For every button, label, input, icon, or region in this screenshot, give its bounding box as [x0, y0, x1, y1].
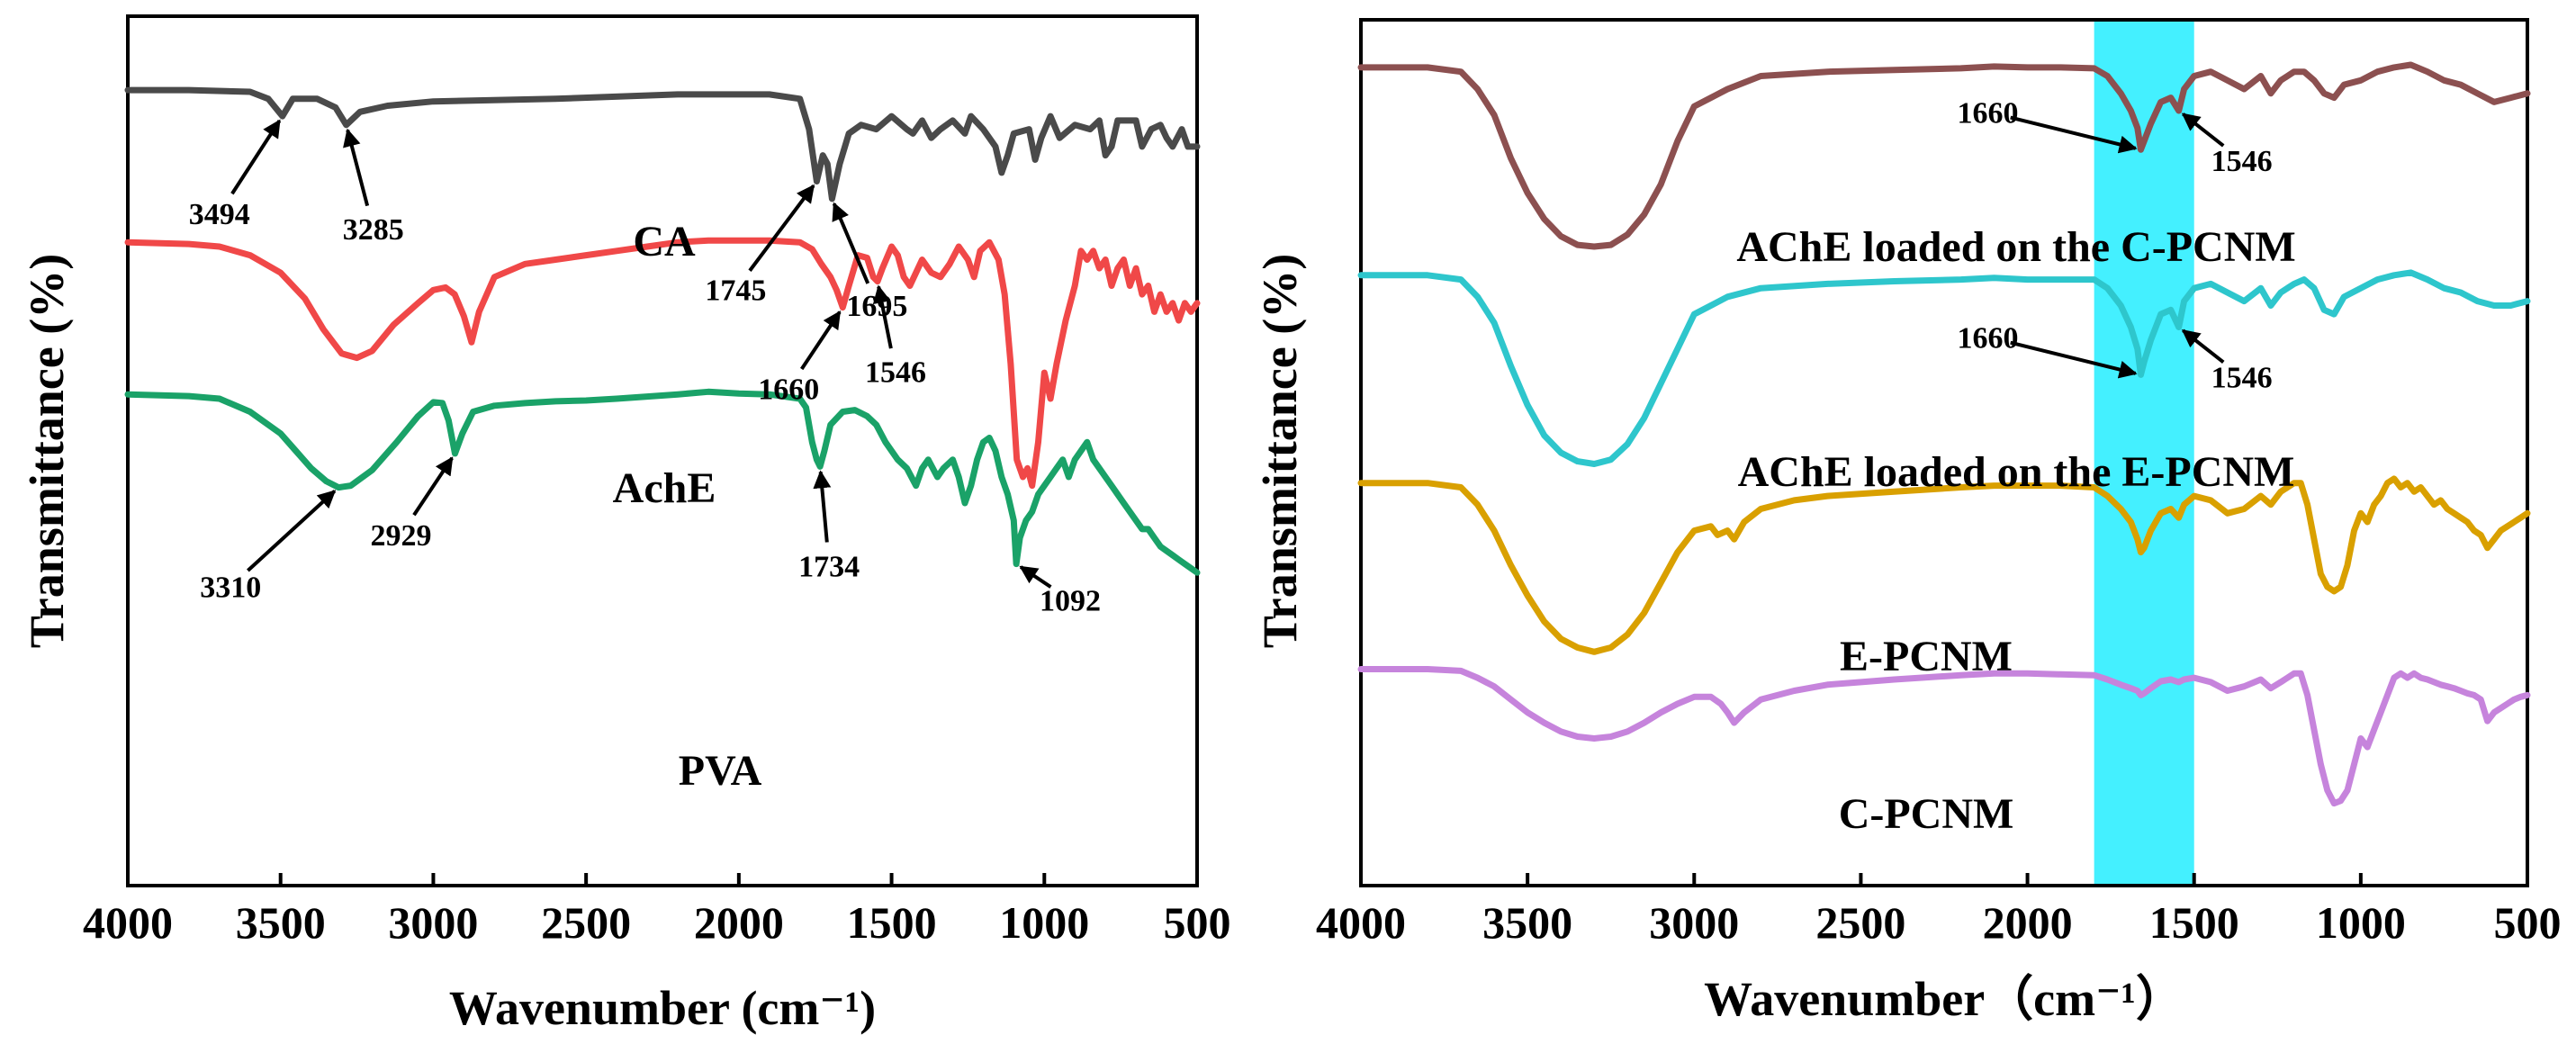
left-plot-frame	[126, 14, 1199, 887]
right-x-tick-label-2000: 2000	[1983, 897, 2073, 948]
right-peak-arrow-1546	[2181, 328, 2225, 364]
right-series-label-c-pcnm: C-PCNM	[1839, 790, 2014, 838]
left-series-line-ache	[124, 237, 1201, 490]
right-series-label-ache-c-pcnm: AChE loaded on the C-PCNM	[1736, 223, 2295, 271]
left-series-label-pva: PVA	[679, 747, 762, 795]
left-peak-label-1695: 1695	[846, 290, 907, 323]
left-peak-arrow-1546	[872, 284, 893, 349]
left-x-tick-label-3000: 3000	[388, 897, 478, 948]
right-series-line-e-pcnm	[1357, 475, 2531, 655]
right-x-tick-label-500: 500	[2494, 897, 2562, 948]
right-series-line-ache-loaded-on-the-c-pcnm	[1357, 61, 2531, 250]
left-peak-arrow-3494	[230, 119, 282, 195]
left-x-tick-label-500: 500	[1164, 897, 1231, 948]
left-peak-arrow-3285	[343, 128, 370, 207]
right-peak-arrow-1660	[2010, 115, 2138, 154]
left-series-line-ca	[124, 86, 1201, 202]
left-peak-label-1546: 1546	[865, 356, 926, 390]
right-x-tick-label-1000: 1000	[2316, 897, 2406, 948]
right-peak-arrow-1660	[2010, 340, 2138, 379]
right-peak-label-1660: 1660	[1957, 321, 2018, 355]
right-series-label-e-pcnm: E-PCNM	[1840, 633, 2013, 680]
right-x-tick-label-1500: 1500	[2149, 897, 2239, 948]
right-series-line-ache-loaded-on-the-e-pcnm	[1357, 269, 2531, 467]
left-y-axis-title: Transmittance (%)	[20, 254, 74, 648]
left-peak-label-1660: 1660	[758, 374, 819, 407]
left-x-ticks: 4000 3500 3000 2500 2000 1500 1000 500	[83, 873, 1231, 948]
left-peak-arrow-1695	[832, 202, 870, 284]
right-peak-label-1546: 1546	[2211, 145, 2273, 178]
left-peak-label-1092: 1092	[1040, 585, 1101, 618]
left-peak-arrow-1745	[748, 184, 815, 272]
right-peak-label-1546: 1546	[2211, 362, 2273, 395]
right-x-tick-label-2500: 2500	[1815, 897, 1905, 948]
right-y-axis-title: Transmittance (%)	[1253, 254, 1307, 648]
right-peak-arrow-1546	[2181, 112, 2225, 148]
left-peak-arrow-1660	[800, 310, 842, 371]
right-x-tick-label-3500: 3500	[1482, 897, 1572, 948]
left-peak-label-3310: 3310	[200, 572, 261, 605]
left-peak-label-1734: 1734	[798, 550, 860, 583]
right-x-ticks: 4000 3500 3000 2500 2000 1500 1000 500	[1316, 873, 2562, 948]
right-plot-frame	[1359, 18, 2529, 887]
left-x-tick-label-2000: 2000	[694, 897, 784, 948]
left-peak-arrow-1092	[1019, 565, 1052, 589]
left-x-tick-label-2500: 2500	[541, 897, 631, 948]
left-x-tick-label-1000: 1000	[999, 897, 1089, 948]
left-x-tick-label-3500: 3500	[236, 897, 326, 948]
left-peak-label-3494: 3494	[189, 198, 250, 231]
right-series-label-ache-e-pcnm: AChE loaded on the E-PCNM	[1738, 448, 2295, 496]
left-peak-label-1745: 1745	[705, 274, 766, 308]
left-chart-panel: 3494 3285 1745 1695 1660 1546 3310 2929 1734 1092…	[20, 14, 1231, 1035]
right-series-line-c-pcnm	[1357, 666, 2531, 807]
left-peak-arrow-3310	[247, 490, 337, 572]
right-series-layer	[1357, 61, 2531, 807]
left-x-axis-title: Wavenumber (cm⁻¹)	[449, 981, 876, 1035]
left-peak-label-2929: 2929	[371, 519, 432, 553]
right-x-tick-label-3000: 3000	[1649, 897, 1739, 948]
left-peak-arrow-1734	[813, 470, 832, 543]
right-annotation-layer: 1660 1546 1660 1546	[1957, 96, 2272, 394]
left-series-label-ache: AchE	[613, 464, 716, 512]
left-peak-arrow-2929	[412, 456, 454, 517]
left-series-line-pva	[124, 388, 1201, 576]
right-peak-label-1660: 1660	[1957, 96, 2018, 130]
left-x-tick-label-4000: 4000	[83, 897, 173, 948]
right-x-axis-title: Wavenumber（cm⁻¹）	[1704, 972, 2184, 1026]
highlight-band	[2094, 20, 2194, 886]
left-series-layer	[124, 86, 1201, 576]
left-annotation-layer: 3494 3285 1745 1695 1660 1546 3310 2929 1734 1092	[189, 119, 1101, 618]
left-series-label-ca: CA	[633, 218, 696, 266]
left-peak-label-3285: 3285	[343, 213, 404, 247]
left-x-tick-label-1500: 1500	[847, 897, 937, 948]
right-x-tick-label-4000: 4000	[1316, 897, 1406, 948]
right-chart-panel: 1660 1546 1660 1546 4000 3500 3000 2500 2000 150…	[1253, 18, 2562, 1026]
